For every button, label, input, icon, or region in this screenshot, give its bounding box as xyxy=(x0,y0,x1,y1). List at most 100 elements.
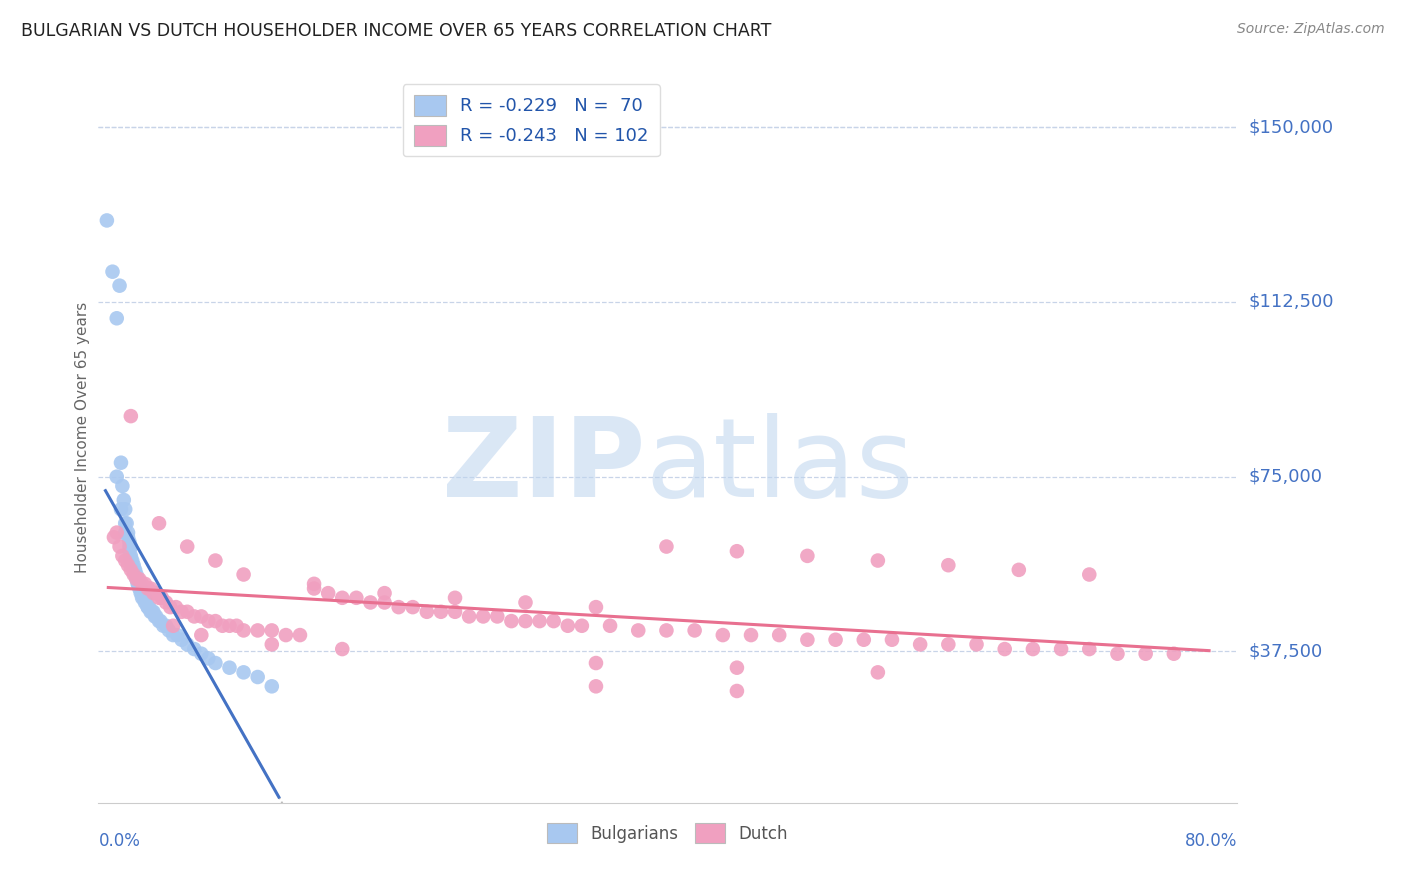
Point xyxy=(118,540,141,554)
Point xyxy=(120,563,142,577)
Point xyxy=(1008,563,1031,577)
Point xyxy=(159,600,181,615)
Point xyxy=(142,586,165,600)
Text: $75,000: $75,000 xyxy=(1249,467,1323,485)
Point xyxy=(725,684,748,698)
Point xyxy=(121,558,143,573)
Point xyxy=(515,595,537,609)
Point xyxy=(444,605,467,619)
Point xyxy=(136,600,159,615)
Point xyxy=(176,637,198,651)
Point xyxy=(796,549,818,563)
Point xyxy=(585,679,607,693)
Text: 0.0%: 0.0% xyxy=(98,832,141,850)
Point xyxy=(374,586,396,600)
Point xyxy=(148,591,170,605)
Point xyxy=(444,591,467,605)
Point xyxy=(302,582,325,596)
Point xyxy=(599,619,621,633)
Point xyxy=(120,409,142,423)
Point xyxy=(150,591,173,605)
Point xyxy=(155,619,177,633)
Point xyxy=(125,572,148,586)
Point xyxy=(302,577,325,591)
Point xyxy=(105,469,128,483)
Point xyxy=(128,572,150,586)
Point xyxy=(120,540,142,554)
Point xyxy=(740,628,762,642)
Legend: Bulgarians, Dutch: Bulgarians, Dutch xyxy=(541,817,794,849)
Point xyxy=(1078,567,1101,582)
Point xyxy=(176,605,198,619)
Point xyxy=(129,586,152,600)
Point xyxy=(162,619,184,633)
Point xyxy=(211,619,233,633)
Point xyxy=(111,549,134,563)
Point xyxy=(344,591,367,605)
Point xyxy=(768,628,790,642)
Point xyxy=(105,525,128,540)
Point xyxy=(402,600,425,615)
Point xyxy=(166,628,188,642)
Text: ZIP: ZIP xyxy=(441,413,645,520)
Text: Source: ZipAtlas.com: Source: ZipAtlas.com xyxy=(1237,22,1385,37)
Point xyxy=(117,525,139,540)
Point xyxy=(866,553,889,567)
Point xyxy=(110,502,132,516)
Point xyxy=(683,624,706,638)
Point xyxy=(232,624,254,638)
Point xyxy=(190,609,212,624)
Point xyxy=(121,553,143,567)
Point xyxy=(204,656,226,670)
Point xyxy=(145,609,167,624)
Point xyxy=(908,637,931,651)
Point xyxy=(190,628,212,642)
Point xyxy=(136,600,159,615)
Point xyxy=(260,679,283,693)
Point xyxy=(115,516,138,531)
Point xyxy=(796,632,818,647)
Point xyxy=(711,628,734,642)
Point xyxy=(128,582,150,596)
Point xyxy=(152,619,174,633)
Point xyxy=(190,647,212,661)
Point xyxy=(585,656,607,670)
Point xyxy=(122,563,145,577)
Point xyxy=(543,614,565,628)
Point xyxy=(125,567,148,582)
Point xyxy=(501,614,523,628)
Point xyxy=(388,600,411,615)
Text: atlas: atlas xyxy=(645,413,914,520)
Point xyxy=(725,544,748,558)
Point xyxy=(117,530,139,544)
Point xyxy=(135,595,157,609)
Point xyxy=(316,586,339,600)
Point xyxy=(416,605,439,619)
Point xyxy=(218,619,240,633)
Point xyxy=(124,567,146,582)
Point xyxy=(288,628,311,642)
Point xyxy=(330,642,353,657)
Point xyxy=(725,661,748,675)
Point xyxy=(246,624,269,638)
Point xyxy=(134,595,156,609)
Point xyxy=(127,572,149,586)
Point xyxy=(120,553,142,567)
Point xyxy=(148,516,170,531)
Point xyxy=(134,577,156,591)
Point xyxy=(112,493,135,508)
Point xyxy=(149,614,172,628)
Point xyxy=(142,605,165,619)
Point xyxy=(108,278,131,293)
Point xyxy=(374,595,396,609)
Point xyxy=(139,582,162,596)
Point xyxy=(260,637,283,651)
Point xyxy=(866,665,889,680)
Point xyxy=(330,591,353,605)
Point xyxy=(936,558,959,573)
Point xyxy=(143,609,166,624)
Text: $112,500: $112,500 xyxy=(1249,293,1334,311)
Point xyxy=(131,577,153,591)
Point xyxy=(1107,647,1129,661)
Point xyxy=(120,549,142,563)
